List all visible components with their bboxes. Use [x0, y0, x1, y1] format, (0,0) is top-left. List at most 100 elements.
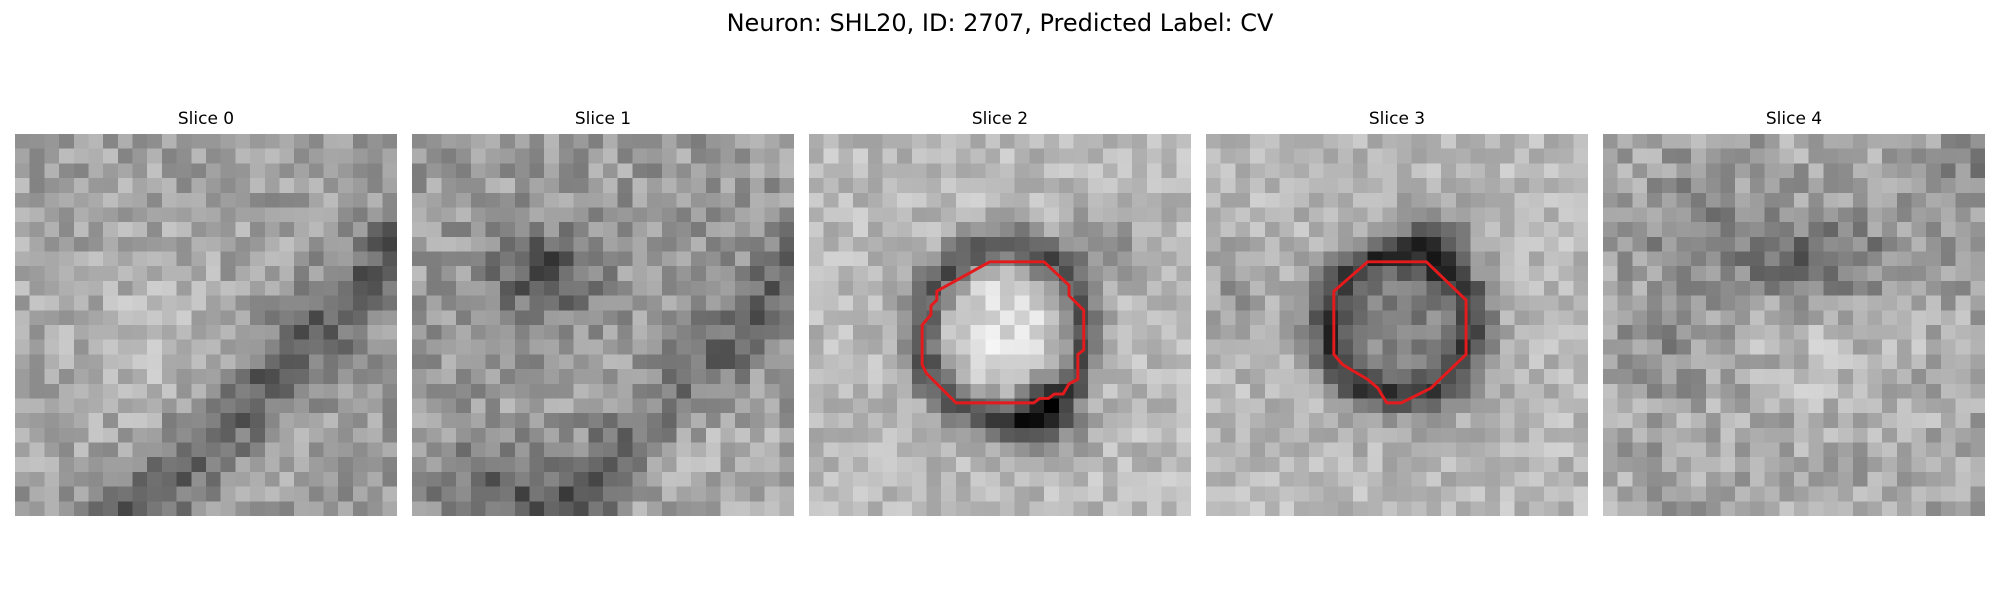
pixel — [382, 486, 397, 502]
pixel — [1499, 369, 1515, 385]
pixel — [1926, 266, 1942, 282]
pixel — [1764, 325, 1780, 340]
pixel — [1323, 148, 1339, 164]
pixel — [705, 442, 721, 458]
pixel — [1161, 442, 1177, 458]
pixel — [235, 354, 251, 370]
pixel — [1867, 457, 1883, 473]
pixel — [456, 354, 472, 370]
pixel — [1852, 295, 1868, 311]
pixel — [485, 398, 501, 414]
pixel — [206, 134, 221, 149]
pixel — [1749, 251, 1765, 267]
pixel — [470, 310, 486, 326]
pixel — [853, 222, 869, 238]
pixel — [529, 163, 545, 179]
pixel — [558, 251, 574, 267]
pixel — [1470, 354, 1486, 370]
pixel — [544, 486, 560, 502]
pixel — [191, 383, 207, 399]
pixel — [1338, 163, 1354, 179]
pixel — [44, 325, 60, 340]
pixel — [44, 266, 60, 282]
pixel — [1882, 442, 1898, 458]
pixel — [250, 325, 266, 340]
pixel — [1088, 178, 1104, 194]
pixel — [1779, 457, 1795, 473]
pixel — [1441, 471, 1457, 487]
pixel — [1176, 413, 1191, 429]
pixel — [1132, 413, 1148, 429]
pixel — [191, 163, 207, 179]
pixel — [73, 222, 89, 238]
pixel — [1514, 471, 1530, 487]
pixel — [485, 427, 501, 443]
pixel — [1676, 178, 1692, 194]
pixel — [1294, 413, 1310, 429]
pixel — [29, 457, 45, 473]
pixel — [1250, 178, 1266, 194]
pixel — [1044, 295, 1060, 311]
pixel — [970, 501, 986, 516]
pixel — [412, 207, 427, 223]
pixel — [1485, 207, 1501, 223]
pixel — [632, 398, 648, 414]
pixel — [558, 192, 574, 208]
pixel — [1250, 398, 1266, 414]
pixel — [617, 442, 633, 458]
pixel — [911, 222, 927, 238]
pixel — [1161, 369, 1177, 385]
pixel — [1117, 325, 1133, 340]
pixel — [558, 339, 574, 355]
pixel — [1146, 325, 1162, 340]
pixel — [1661, 325, 1677, 340]
pixel — [647, 178, 663, 194]
pixel — [470, 383, 486, 399]
pixel — [1397, 251, 1412, 267]
pixel — [985, 383, 1001, 399]
pixel — [382, 369, 397, 385]
pixel — [1661, 178, 1677, 194]
pixel — [1749, 457, 1765, 473]
pixel — [573, 295, 589, 311]
pixel — [1220, 501, 1236, 516]
pixel — [29, 383, 45, 399]
pixel — [15, 398, 30, 414]
pixel — [676, 442, 692, 458]
pixel — [1705, 192, 1721, 208]
pixel — [426, 471, 442, 487]
pixel — [279, 427, 295, 443]
pixel — [1808, 295, 1824, 311]
pixel — [1102, 148, 1118, 164]
pixel — [264, 427, 280, 443]
pixel — [73, 178, 89, 194]
pixel — [1073, 192, 1089, 208]
pixel — [705, 207, 721, 223]
pixel — [1132, 354, 1148, 370]
pixel — [1235, 310, 1251, 326]
pixel — [470, 280, 486, 296]
pixel — [1867, 310, 1883, 326]
pixel — [44, 222, 60, 238]
pixel — [1617, 354, 1633, 370]
pixel — [441, 413, 457, 429]
pixel — [500, 369, 516, 385]
pixel — [1514, 280, 1530, 296]
pixel — [911, 398, 927, 414]
pixel — [764, 442, 780, 458]
pixel — [941, 192, 957, 208]
pixel — [823, 236, 839, 252]
pixel — [1514, 178, 1530, 194]
pixel — [970, 280, 986, 296]
pixel — [676, 134, 692, 149]
pixel — [603, 471, 618, 487]
pixel — [456, 325, 472, 340]
pixel — [1970, 442, 1985, 458]
pixel — [1970, 251, 1985, 267]
pixel — [1661, 251, 1677, 267]
pixel — [1250, 325, 1266, 340]
pixel — [941, 398, 957, 414]
pixel — [1250, 266, 1266, 282]
pixel — [867, 501, 883, 516]
pixel — [853, 398, 869, 414]
